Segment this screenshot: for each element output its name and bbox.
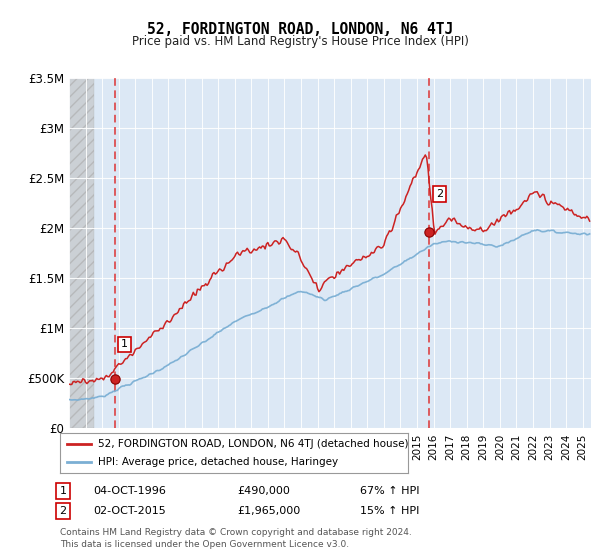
Text: 52, FORDINGTON ROAD, LONDON, N6 4TJ: 52, FORDINGTON ROAD, LONDON, N6 4TJ	[147, 22, 453, 38]
Text: Contains HM Land Registry data © Crown copyright and database right 2024.
This d: Contains HM Land Registry data © Crown c…	[60, 528, 412, 549]
Text: 1: 1	[59, 486, 67, 496]
Text: Price paid vs. HM Land Registry's House Price Index (HPI): Price paid vs. HM Land Registry's House …	[131, 35, 469, 48]
Text: 02-OCT-2015: 02-OCT-2015	[93, 506, 166, 516]
Text: 15% ↑ HPI: 15% ↑ HPI	[360, 506, 419, 516]
Text: 67% ↑ HPI: 67% ↑ HPI	[360, 486, 419, 496]
Point	[110, 375, 119, 384]
Text: £1,965,000: £1,965,000	[237, 506, 300, 516]
Point	[425, 227, 434, 236]
Text: 04-OCT-1996: 04-OCT-1996	[93, 486, 166, 496]
Bar	[69, 78, 94, 428]
Text: 1: 1	[121, 339, 128, 349]
Text: 52, FORDINGTON ROAD, LONDON, N6 4TJ (detached house): 52, FORDINGTON ROAD, LONDON, N6 4TJ (det…	[98, 439, 409, 449]
Text: 2: 2	[436, 189, 443, 199]
Text: HPI: Average price, detached house, Haringey: HPI: Average price, detached house, Hari…	[98, 458, 338, 467]
Text: 2: 2	[59, 506, 67, 516]
Text: £490,000: £490,000	[237, 486, 290, 496]
